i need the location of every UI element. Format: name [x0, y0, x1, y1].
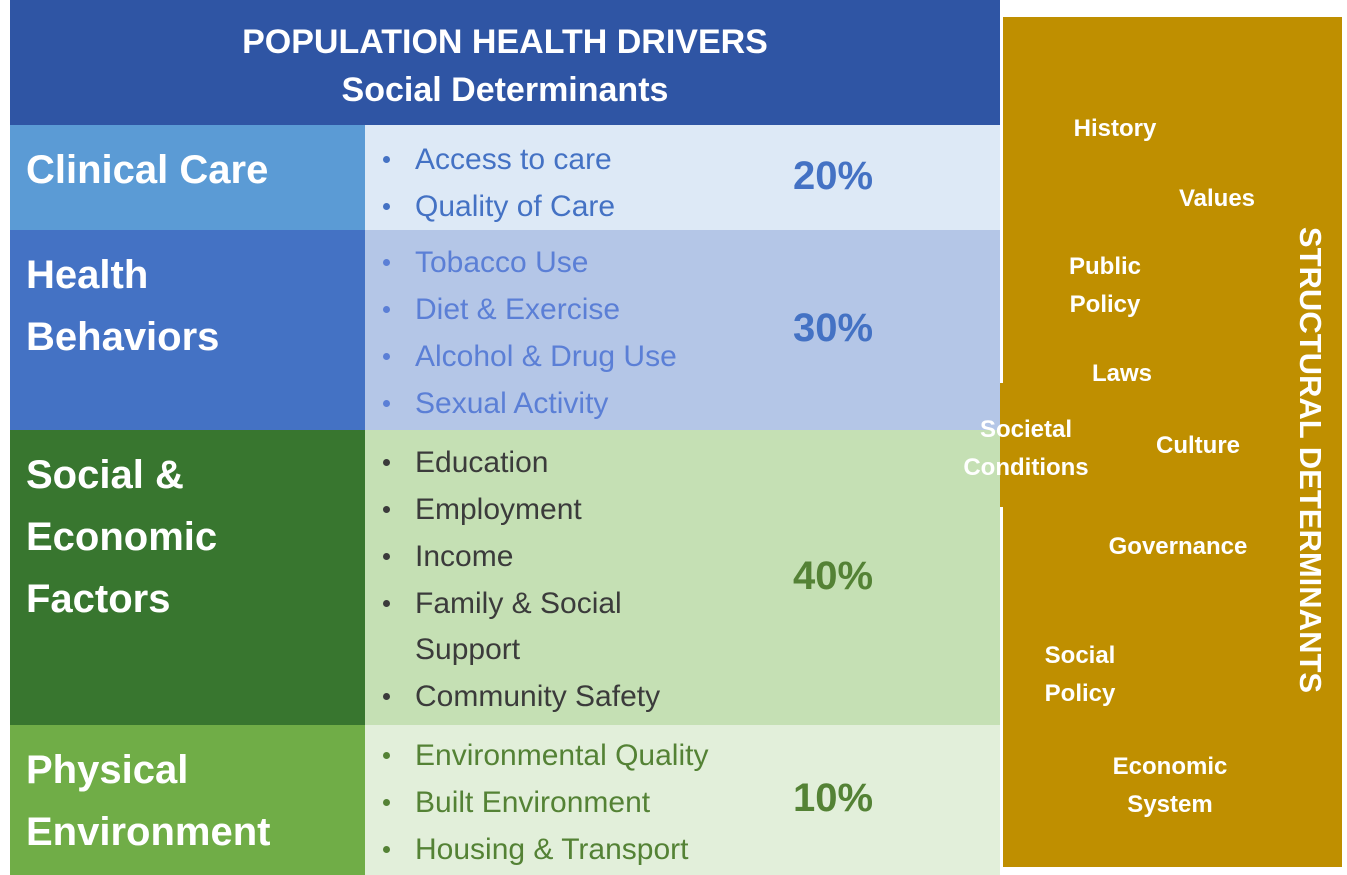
item-text: Education [415, 446, 549, 479]
word-line: System [1127, 791, 1213, 818]
bullet [383, 600, 390, 607]
percent: 40% [793, 553, 874, 598]
bullet-item: Tobacco Use [383, 240, 589, 286]
bullet-item: Community Safety [383, 674, 661, 720]
row-label-cell: Health Behaviors [10, 230, 365, 430]
item-text: Tobacco Use [415, 246, 589, 279]
row-label: Physical [26, 748, 189, 792]
structural-title: STRUCTURAL DETERMINANTS [1293, 226, 1328, 694]
bullet [383, 353, 390, 360]
row-label-cell: Social & Economic Factors [10, 430, 365, 725]
word-line: Policy [1069, 291, 1141, 318]
bullet-item: Alcohol & Drug Use [383, 334, 677, 380]
item-text: Family & Social [415, 587, 622, 620]
word-line: Laws [1091, 360, 1153, 387]
word-line: Values [1178, 185, 1256, 212]
bullet [383, 799, 390, 806]
bullet-item: Housing & Transport [383, 827, 689, 873]
item-text: Support [415, 633, 521, 666]
word-line: Public [1068, 253, 1142, 280]
bullet [383, 553, 390, 560]
bullet-item: Sexual Activity [383, 381, 609, 427]
bullet-item: Access to care [383, 137, 612, 183]
row-label: Economic [26, 515, 218, 559]
word-line: Culture [1156, 432, 1240, 459]
row-label: Social & [26, 453, 184, 497]
item-text: Access to care [415, 143, 612, 176]
row-label: Health [26, 253, 149, 297]
percent: 10% [793, 776, 874, 820]
row-label-cell: Clinical Care [10, 125, 365, 230]
row-label-cell: Physical Environment [10, 725, 365, 875]
header: POPULATION HEALTH DRIVERS Social Determi… [10, 0, 1000, 125]
word-line: Societal [979, 416, 1073, 443]
bullet [383, 506, 390, 513]
structural-word: Economic System [1113, 748, 1228, 824]
row-items-cell: Access to care Quality of Care 20% [365, 125, 1000, 230]
item-text: Community Safety [415, 680, 661, 713]
bullet [383, 259, 390, 266]
row-items-cell: Tobacco Use Diet & Exercise Alcohol & Drug… [365, 230, 1000, 430]
item-text: Sexual Activity [415, 387, 609, 420]
item-text: Alcohol & Drug Use [415, 340, 677, 373]
item-text: Built Environment [415, 786, 651, 819]
structural-word: History [1074, 110, 1157, 148]
row-items-cell: Education Employment Income Family & Social… [365, 430, 1000, 725]
word-line: Social [1044, 642, 1116, 669]
bullet [383, 752, 390, 759]
bullet-item: Diet & Exercise [383, 287, 621, 333]
structural-word: Societal Conditions [963, 411, 1088, 487]
row-label: Factors [26, 577, 171, 621]
header-title: POPULATION HEALTH DRIVERS [242, 23, 768, 61]
item-text: Environmental Quality [415, 739, 709, 772]
bullet [383, 306, 390, 313]
row-items-cell: Environmental Quality Built Environment Ho… [365, 725, 1000, 875]
bullet-item: Employment [383, 487, 582, 533]
word-line: History [1073, 115, 1157, 142]
word-line: Economic [1112, 753, 1228, 780]
row-label: Behaviors [26, 315, 220, 359]
percent: 30% [793, 306, 874, 350]
bullet [383, 459, 390, 466]
structural-word: Values [1179, 180, 1255, 218]
word-line: Conditions [963, 454, 1089, 481]
bullet [383, 400, 390, 407]
header-subtitle: Social Determinants [341, 71, 669, 109]
word-line: Governance [1108, 533, 1248, 560]
bullet-item: Income [383, 534, 514, 580]
bullet-item: Family & Social Support [383, 581, 622, 673]
structural-word: Culture [1156, 427, 1240, 465]
structural-word: Laws [1092, 355, 1152, 393]
bullet [383, 693, 390, 700]
bullet [383, 203, 390, 210]
row-label: Environment [26, 810, 271, 854]
bullet [383, 156, 390, 163]
item-text: Housing & Transport [415, 833, 689, 866]
item-text: Quality of Care [415, 190, 616, 223]
structural-word: Governance [1109, 528, 1248, 566]
structural-word: Social Policy [1045, 637, 1116, 713]
item-text: Employment [415, 493, 582, 526]
percent: 20% [793, 153, 874, 198]
row-label: Clinical Care [26, 148, 269, 192]
bullet [383, 846, 390, 853]
word-line: Policy [1044, 680, 1116, 707]
bullet-item: Built Environment [383, 780, 651, 826]
item-text: Diet & Exercise [415, 293, 621, 326]
bullet-item: Environmental Quality [383, 733, 709, 779]
structural-word: Public Policy [1069, 248, 1141, 324]
item-text: Income [415, 540, 514, 573]
bullet-item: Quality of Care [383, 184, 616, 230]
bullet-item: Education [383, 440, 549, 486]
